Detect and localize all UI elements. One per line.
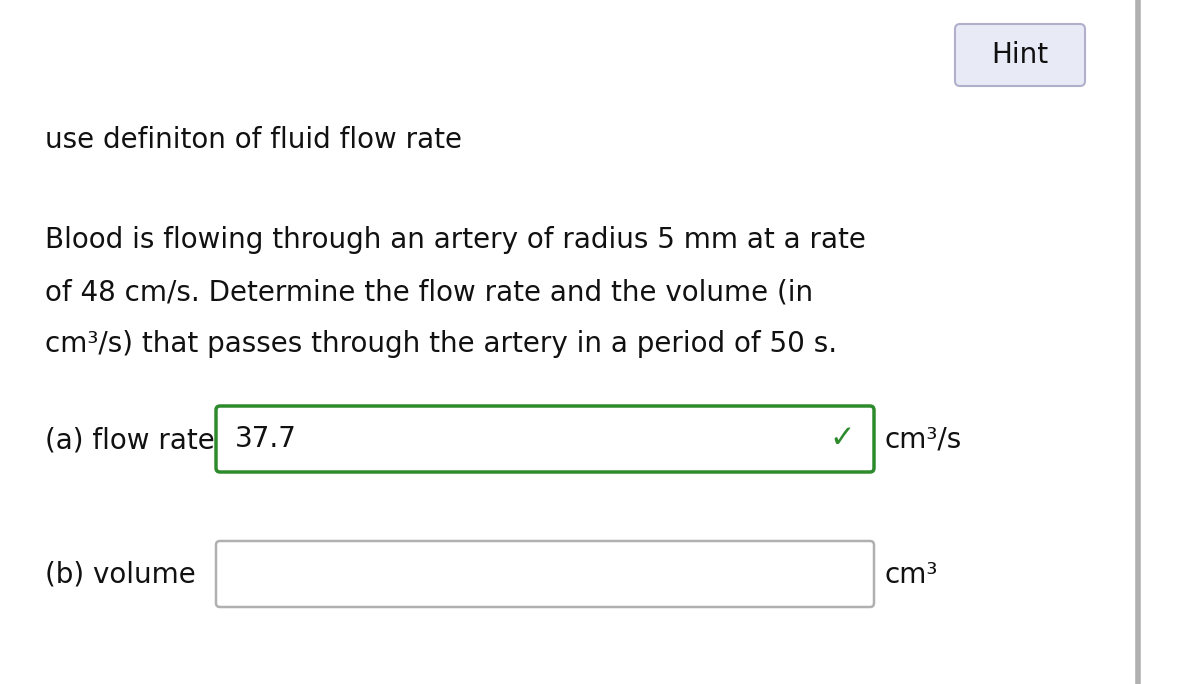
Text: 37.7: 37.7 xyxy=(235,425,296,453)
Text: Blood is flowing through an artery of radius 5 mm at a rate: Blood is flowing through an artery of ra… xyxy=(46,226,866,254)
Text: use definiton of fluid flow rate: use definiton of fluid flow rate xyxy=(46,126,462,154)
FancyBboxPatch shape xyxy=(955,24,1085,86)
Text: cm³/s: cm³/s xyxy=(886,426,962,454)
Text: ✓: ✓ xyxy=(829,425,854,453)
Text: cm³/s) that passes through the artery in a period of 50 s.: cm³/s) that passes through the artery in… xyxy=(46,330,838,358)
Text: (b) volume: (b) volume xyxy=(46,561,196,589)
Text: cm³: cm³ xyxy=(886,561,938,589)
Text: (a) flow rate: (a) flow rate xyxy=(46,426,215,454)
FancyBboxPatch shape xyxy=(216,541,874,607)
Text: of 48 cm/s. Determine the flow rate and the volume (in: of 48 cm/s. Determine the flow rate and … xyxy=(46,278,814,306)
Text: Hint: Hint xyxy=(991,41,1049,69)
FancyBboxPatch shape xyxy=(216,406,874,472)
